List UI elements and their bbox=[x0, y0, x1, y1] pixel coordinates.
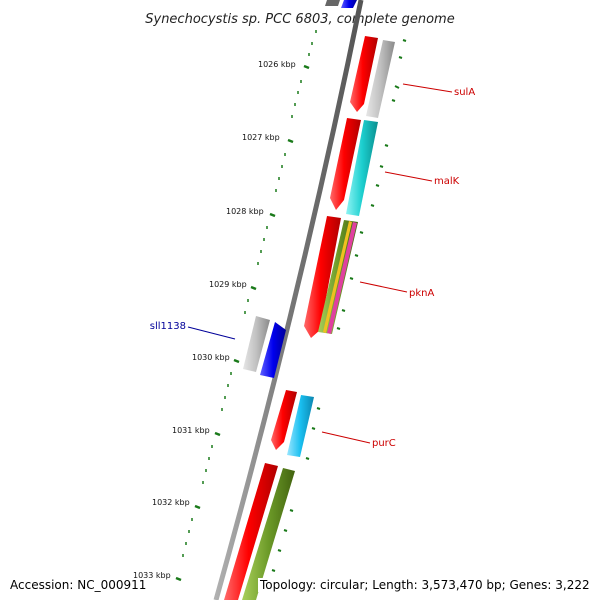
gene-arrow-red bbox=[350, 36, 378, 112]
callout-line bbox=[384, 171, 433, 182]
gene-top-blue bbox=[341, 0, 357, 8]
kbp-label: 1033 kbp bbox=[133, 571, 171, 580]
callout-line bbox=[187, 326, 236, 340]
gene-block-cyan bbox=[346, 120, 378, 216]
inner-tick-track bbox=[175, 30, 317, 582]
gene-label-malk[interactable]: malK bbox=[434, 176, 460, 187]
gene-arrow-blue bbox=[260, 322, 286, 378]
gene-arrow-red bbox=[224, 463, 278, 600]
gene-stripe-yellow bbox=[323, 221, 352, 333]
gene-block-gray bbox=[366, 40, 395, 118]
outer-tick-track bbox=[271, 39, 407, 572]
callout-line bbox=[359, 281, 408, 293]
kbp-label: 1026 kbp bbox=[258, 60, 296, 69]
genome-backbone bbox=[213, 0, 364, 600]
gene-arrow-red bbox=[330, 118, 361, 210]
gene-block-olive bbox=[242, 468, 295, 600]
gene-label-purc[interactable]: purC bbox=[372, 438, 396, 449]
kbp-label: 1031 kbp bbox=[172, 426, 210, 435]
callout-line bbox=[402, 83, 453, 93]
kbp-label: 1029 kbp bbox=[209, 280, 247, 289]
callout-line bbox=[321, 431, 371, 444]
kbp-label: 1032 kbp bbox=[152, 498, 190, 507]
gene-label-pkna[interactable]: pknA bbox=[409, 288, 434, 299]
gene-label-sula[interactable]: sulA bbox=[454, 87, 475, 98]
gene-block-gray bbox=[243, 316, 270, 372]
gene-arrow-red bbox=[304, 216, 341, 338]
kbp-label: 1028 kbp bbox=[226, 207, 264, 216]
gene-block-lightblue bbox=[287, 395, 314, 457]
gene-arrow-red bbox=[271, 390, 297, 450]
accession-text: Accession: NC_000911 bbox=[8, 578, 149, 592]
map-title: Synechocystis sp. PCC 6803, complete gen… bbox=[145, 12, 454, 27]
gene-stripe-pink bbox=[327, 222, 357, 334]
kbp-label: 1027 kbp bbox=[242, 133, 280, 142]
gene-top-gray bbox=[325, 0, 340, 6]
kbp-label: 1030 kbp bbox=[192, 353, 230, 362]
topology-text: Topology: circular; Length: 3,573,470 bp… bbox=[258, 578, 592, 592]
gene-label-sll1138[interactable]: sll1138 bbox=[150, 321, 186, 332]
